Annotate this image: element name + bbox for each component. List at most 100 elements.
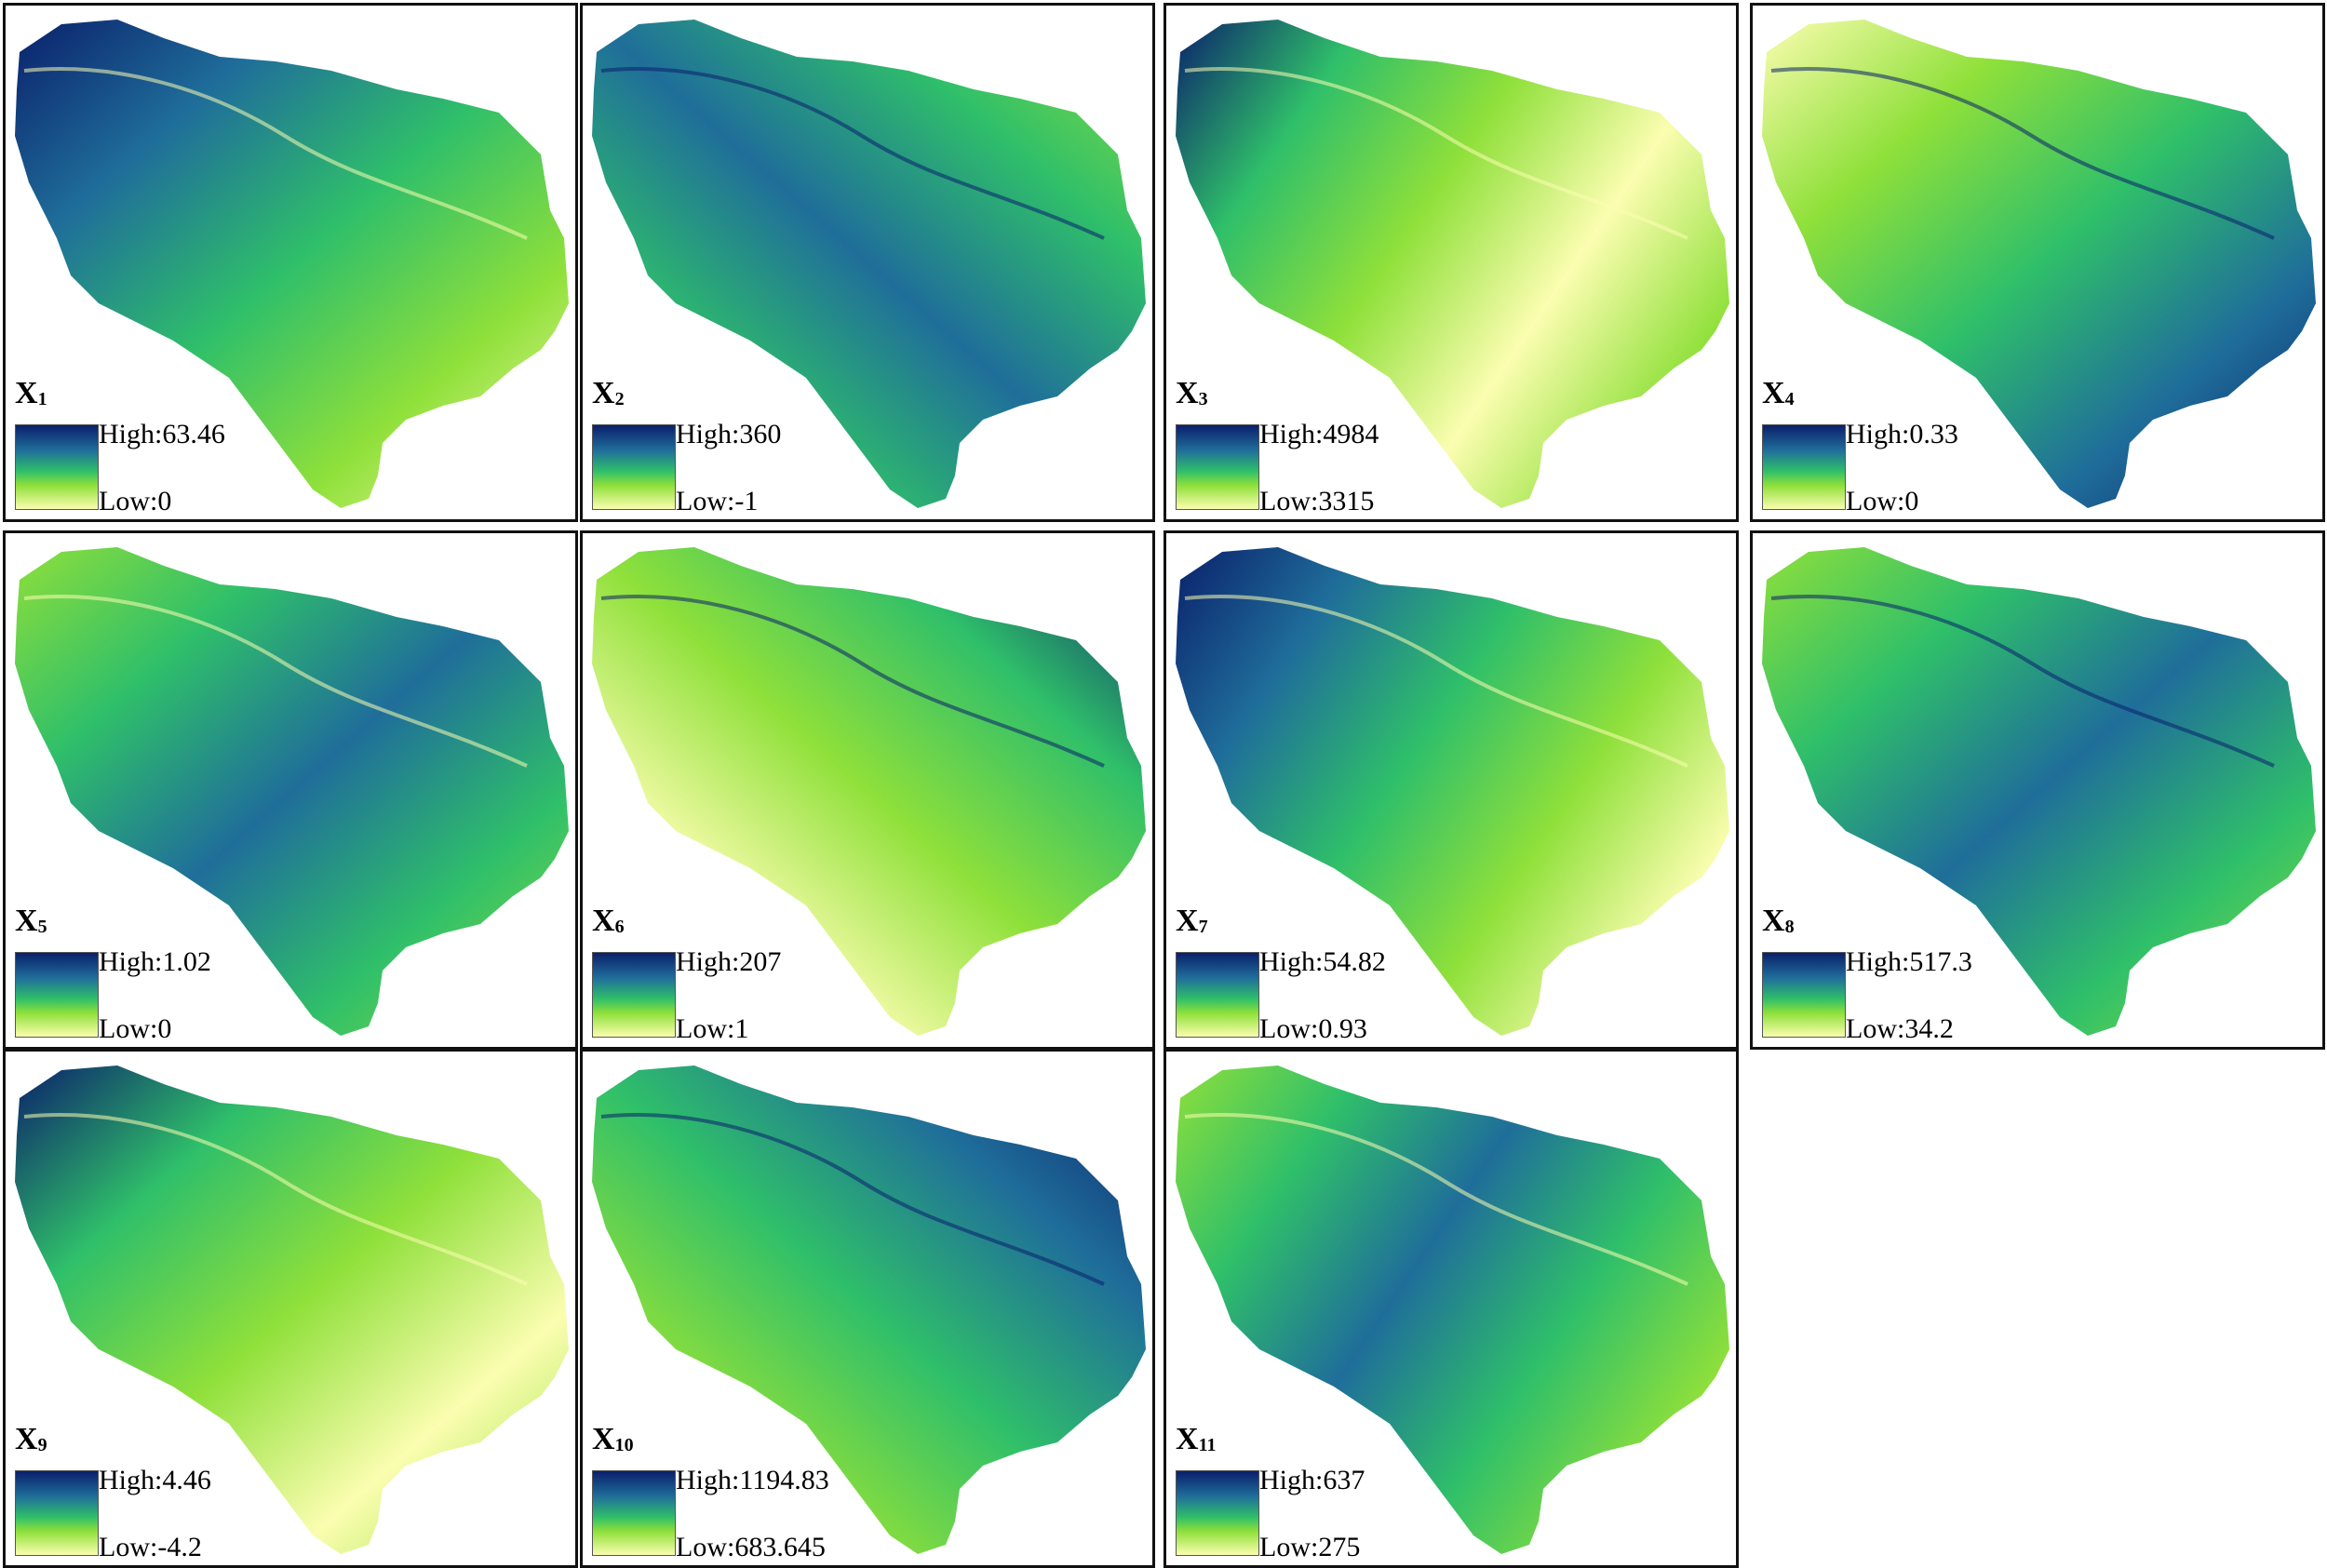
variable-index: 8 xyxy=(1784,917,1795,937)
map-panel-x6: X6 High:207 Low:1 xyxy=(580,530,1155,1050)
variable-index: 3 xyxy=(1198,389,1208,409)
variable-index: 2 xyxy=(614,389,625,409)
map-panel-x10: X10 High:1194.83 Low:683.645 xyxy=(580,1049,1155,1568)
river-line xyxy=(1770,595,2275,768)
variable-label: X5 xyxy=(15,905,47,937)
river-line xyxy=(600,67,1105,240)
legend-gradient-bar xyxy=(592,952,676,1038)
basin-region-shape xyxy=(1762,547,2316,1036)
river-line xyxy=(1184,595,1688,768)
map-panel-x9: X9 High:4.46 Low:-4.2 xyxy=(3,1049,578,1568)
legend-high-label: High:4.46 xyxy=(99,1465,211,1495)
basin-map xyxy=(1762,547,2316,1036)
variable-index: 5 xyxy=(37,917,47,937)
basin-region-shape xyxy=(1762,20,2316,508)
basin-map xyxy=(592,20,1146,508)
basin-region-shape xyxy=(592,1065,1146,1554)
map-panel-x7: X7 High:54.82 Low:0.93 xyxy=(1164,530,1739,1050)
variable-label: X9 xyxy=(15,1424,47,1455)
variable-symbol: X xyxy=(1762,904,1785,938)
basin-map xyxy=(1176,547,1729,1036)
river-line xyxy=(1184,1113,1688,1286)
legend-gradient-bar xyxy=(1176,424,1259,510)
legend-high-label: High:637 xyxy=(1259,1465,1365,1495)
legend-high-label: High:517.3 xyxy=(1846,946,1972,977)
legend-low-label: Low:-1 xyxy=(676,486,759,516)
basin-map xyxy=(592,1065,1146,1554)
variable-symbol: X xyxy=(1176,1422,1199,1456)
variable-symbol: X xyxy=(1176,376,1199,410)
map-panel-x1: X1 High:63.46 Low:0 xyxy=(3,3,578,522)
variable-label: X7 xyxy=(1176,905,1208,937)
legend-gradient-bar xyxy=(15,424,99,510)
basin-map xyxy=(1176,20,1729,508)
river-line xyxy=(1184,67,1688,240)
legend-low-label: Low:0 xyxy=(99,486,172,516)
river-line xyxy=(600,1113,1105,1286)
legend-high-label: High:207 xyxy=(676,946,782,977)
variable-label: X1 xyxy=(15,378,47,409)
variable-index: 10 xyxy=(614,1435,634,1455)
variable-symbol: X xyxy=(15,904,38,938)
variable-index: 7 xyxy=(1198,917,1208,937)
basin-region-shape xyxy=(1176,547,1729,1036)
basin-region-shape xyxy=(15,547,569,1036)
basin-region-shape xyxy=(592,547,1146,1036)
river-line xyxy=(23,67,528,240)
legend-gradient-bar xyxy=(1176,952,1259,1038)
legend-low-label: Low:275 xyxy=(1259,1532,1361,1562)
legend-high-label: High:63.46 xyxy=(99,419,225,449)
legend-high-label: High:4984 xyxy=(1259,419,1379,449)
legend-low-label: Low:0 xyxy=(1846,486,1919,516)
legend-low-label: Low:0.93 xyxy=(1259,1013,1367,1044)
map-panel-x11: X11 High:637 Low:275 xyxy=(1164,1049,1739,1568)
variable-index: 4 xyxy=(1784,389,1795,409)
basin-map xyxy=(1176,1065,1729,1554)
legend-low-label: Low:1 xyxy=(676,1013,749,1044)
variable-label: X2 xyxy=(592,378,625,409)
map-panel-x3: X3 High:4984 Low:3315 xyxy=(1164,3,1739,522)
map-panel-x8: X8 High:517.3 Low:34.2 xyxy=(1750,530,2325,1050)
variable-label: X11 xyxy=(1176,1424,1216,1455)
variable-symbol: X xyxy=(592,376,615,410)
basin-region-shape xyxy=(15,1065,569,1554)
variable-symbol: X xyxy=(592,904,615,938)
basin-map xyxy=(15,20,569,508)
legend-gradient-bar xyxy=(592,1470,676,1556)
variable-label: X4 xyxy=(1762,378,1795,409)
river-line xyxy=(23,595,528,768)
legend-low-label: Low:34.2 xyxy=(1846,1013,1954,1044)
variable-index: 11 xyxy=(1198,1435,1217,1455)
variable-label: X8 xyxy=(1762,905,1795,937)
variable-symbol: X xyxy=(15,376,38,410)
basin-map xyxy=(15,547,569,1036)
basin-region-shape xyxy=(1176,20,1729,508)
basin-map xyxy=(592,547,1146,1036)
legend-high-label: High:54.82 xyxy=(1259,946,1386,977)
river-line xyxy=(23,1113,528,1286)
legend-high-label: High:1194.83 xyxy=(676,1465,829,1495)
variable-label: X10 xyxy=(592,1424,634,1455)
legend-high-label: High:0.33 xyxy=(1846,419,1958,449)
river-line xyxy=(1770,67,2275,240)
variable-symbol: X xyxy=(1176,904,1199,938)
legend-high-label: High:360 xyxy=(676,419,782,449)
variable-symbol: X xyxy=(15,1422,38,1456)
legend-low-label: Low:-4.2 xyxy=(99,1532,202,1562)
basin-map xyxy=(1762,20,2316,508)
variable-index: 1 xyxy=(37,389,47,409)
map-panel-x4: X4 High:0.33 Low:0 xyxy=(1750,3,2325,522)
legend-high-label: High:1.02 xyxy=(99,946,211,977)
map-panel-x2: X2 High:360 Low:-1 xyxy=(580,3,1155,522)
basin-region-shape xyxy=(592,20,1146,508)
variable-symbol: X xyxy=(1762,376,1785,410)
legend-gradient-bar xyxy=(1176,1470,1259,1556)
legend-low-label: Low:3315 xyxy=(1259,486,1375,516)
basin-region-shape xyxy=(1176,1065,1729,1554)
legend-gradient-bar xyxy=(592,424,676,510)
variable-label: X6 xyxy=(592,905,625,937)
variable-index: 9 xyxy=(37,1435,47,1455)
legend-gradient-bar xyxy=(15,1470,99,1556)
variable-label: X3 xyxy=(1176,378,1208,409)
